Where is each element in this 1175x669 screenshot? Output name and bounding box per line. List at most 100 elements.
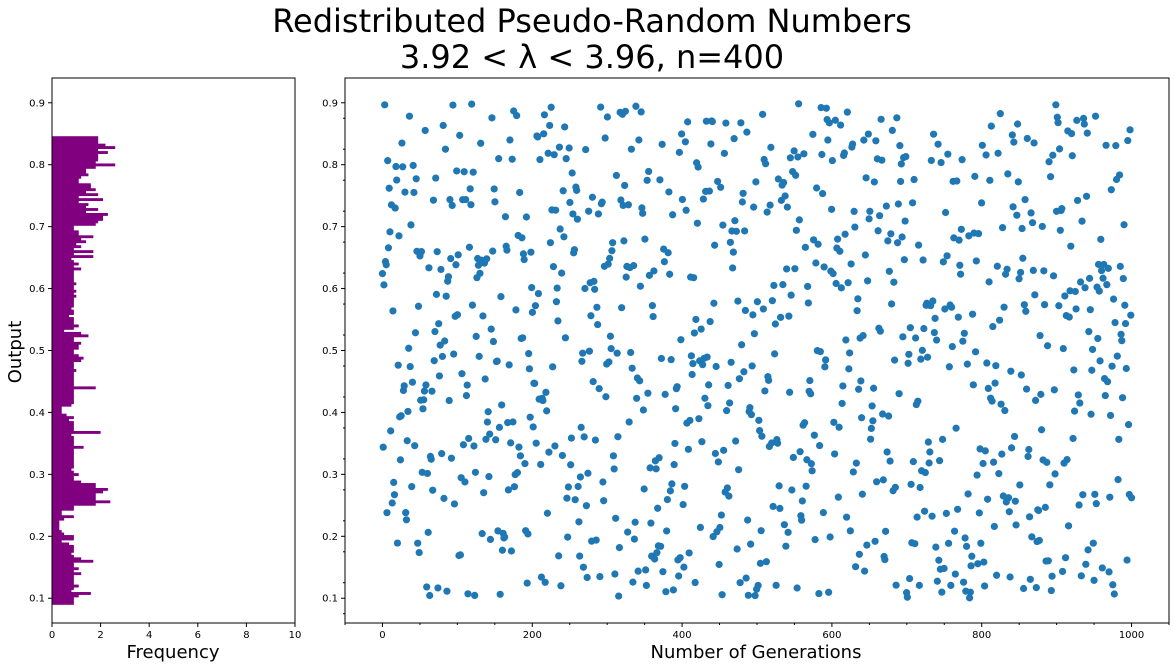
- scatter-point: [846, 527, 854, 535]
- scatter-point: [564, 533, 572, 541]
- histogram-bar: [52, 388, 74, 392]
- scatter-point: [675, 148, 683, 156]
- scatter-point: [1091, 490, 1099, 498]
- scatter-point: [1015, 275, 1023, 283]
- scatter-point: [462, 195, 470, 204]
- scatter-point: [1024, 452, 1032, 461]
- scatter-point: [723, 407, 731, 415]
- histogram-bar: [52, 240, 87, 244]
- scatter-point: [780, 178, 788, 187]
- scatter-point: [546, 121, 554, 130]
- scatter-point: [507, 439, 515, 447]
- scatter-point: [1025, 513, 1034, 521]
- scatter-point: [423, 469, 432, 478]
- scatter-point: [705, 381, 713, 389]
- scatter-x-tick-label: 200: [523, 630, 542, 641]
- scatter-point: [974, 560, 982, 568]
- scatter-point: [595, 385, 603, 393]
- scatter-point: [620, 237, 628, 245]
- scatter-point: [431, 327, 439, 336]
- scatter-point: [858, 490, 866, 498]
- scatter-point: [545, 448, 553, 456]
- histogram-x-ticks: 0 2 4 6 8 10: [49, 623, 301, 641]
- scatter-point: [599, 478, 607, 486]
- scatter-point: [430, 357, 438, 365]
- histogram-bar: [52, 478, 74, 481]
- scatter-point: [814, 240, 822, 248]
- histogram-bar: [52, 544, 74, 548]
- scatter-point: [849, 468, 857, 476]
- scatter-point: [750, 330, 758, 338]
- scatter-point: [552, 298, 561, 306]
- scatter-point: [800, 150, 808, 158]
- histogram-y-tick-label: 0.8: [29, 160, 45, 171]
- scatter-point: [883, 448, 891, 456]
- scatter-point: [878, 156, 886, 164]
- scatter-point: [876, 327, 884, 335]
- histogram-bar: [52, 215, 104, 219]
- scatter-point: [761, 387, 769, 395]
- scatter-point: [687, 352, 695, 360]
- scatter-point: [878, 410, 887, 418]
- scatter-point: [453, 167, 461, 175]
- scatter-point: [516, 188, 524, 197]
- histogram-bar: [52, 589, 72, 593]
- scatter-point: [612, 514, 620, 522]
- scatter-point: [893, 114, 901, 122]
- scatter-point: [478, 530, 486, 538]
- scatter-point: [705, 187, 713, 195]
- scatter-point: [523, 579, 531, 587]
- scatter-point: [959, 578, 968, 586]
- histogram-bar: [52, 146, 116, 150]
- scatter-point: [660, 258, 668, 266]
- scatter-x-tick-label: 600: [822, 630, 841, 641]
- scatter-point: [415, 548, 423, 557]
- scatter-point: [916, 483, 924, 492]
- scatter-point: [887, 230, 895, 238]
- histogram-bar: [52, 180, 79, 184]
- scatter-point: [736, 579, 744, 587]
- scatter-point: [754, 581, 762, 590]
- scatter-point: [1087, 410, 1095, 418]
- scatter-y-tick-label: 0.7: [322, 222, 338, 233]
- histogram-bar: [52, 487, 108, 491]
- histogram-bar: [52, 374, 74, 377]
- histogram-bar: [52, 408, 62, 412]
- scatter-point: [669, 586, 677, 594]
- histogram-bar: [52, 213, 108, 216]
- histogram-bar: [52, 287, 74, 291]
- scatter-point: [1107, 186, 1115, 194]
- scatter-point: [729, 248, 737, 256]
- scatter-point: [990, 522, 998, 531]
- scatter-point: [1089, 539, 1097, 547]
- histogram-y-tick-label: 0.2: [29, 532, 45, 543]
- scatter-point: [1016, 268, 1025, 277]
- scatter-point: [790, 147, 798, 155]
- scatter-point: [893, 239, 902, 247]
- scatter-point: [480, 489, 488, 497]
- scatter-point: [544, 149, 552, 157]
- scatter-point: [765, 376, 773, 384]
- scatter-point: [419, 405, 427, 413]
- scatter-point: [1054, 119, 1062, 127]
- scatter-point: [503, 246, 511, 254]
- histogram-bar: [52, 143, 106, 147]
- scatter-point: [1078, 217, 1086, 225]
- histogram-y-tick-label: 0.5: [29, 346, 45, 357]
- scatter-point: [727, 358, 735, 366]
- histogram-bar: [52, 247, 74, 251]
- scatter-point: [1126, 126, 1134, 134]
- scatter-point: [529, 423, 537, 431]
- scatter-point: [881, 556, 889, 564]
- scatter-point: [448, 201, 456, 210]
- scatter-point: [994, 149, 1002, 157]
- scatter-point: [570, 246, 579, 254]
- scatter-point: [974, 230, 983, 238]
- scatter-point: [707, 140, 715, 148]
- histogram-bar: [52, 406, 62, 410]
- scatter-point: [390, 491, 399, 499]
- scatter-point: [650, 267, 658, 275]
- scatter-point: [932, 336, 941, 344]
- scatter-point: [651, 555, 659, 563]
- scatter-point: [563, 494, 571, 502]
